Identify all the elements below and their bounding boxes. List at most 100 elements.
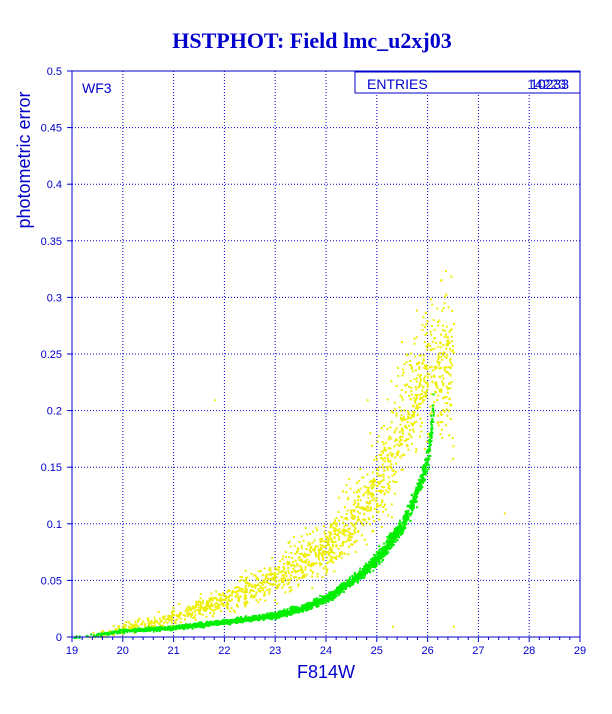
data-point bbox=[393, 445, 396, 448]
data-point bbox=[413, 342, 416, 345]
data-point bbox=[297, 583, 300, 586]
data-point bbox=[250, 583, 253, 586]
data-point bbox=[377, 482, 380, 485]
data-point bbox=[273, 578, 275, 581]
data-point bbox=[288, 561, 291, 564]
data-point bbox=[266, 613, 269, 616]
data-point bbox=[431, 431, 434, 434]
data-point bbox=[386, 457, 389, 460]
data-point bbox=[155, 619, 158, 622]
data-point bbox=[368, 509, 371, 512]
data-point bbox=[396, 526, 399, 529]
data-point bbox=[424, 367, 427, 370]
data-point bbox=[386, 468, 389, 471]
data-point bbox=[264, 599, 267, 602]
data-point bbox=[316, 575, 319, 578]
data-point bbox=[336, 529, 339, 532]
data-point bbox=[378, 563, 381, 566]
data-point bbox=[122, 623, 125, 626]
data-point bbox=[269, 569, 272, 572]
data-point bbox=[359, 487, 362, 490]
data-point bbox=[378, 474, 381, 477]
data-point bbox=[378, 454, 381, 456]
data-point bbox=[382, 548, 385, 551]
data-point bbox=[365, 564, 368, 567]
data-point bbox=[292, 536, 295, 538]
data-point bbox=[188, 608, 191, 611]
data-point bbox=[132, 625, 135, 628]
data-point bbox=[176, 615, 179, 617]
data-point bbox=[184, 624, 187, 626]
data-point bbox=[166, 626, 169, 629]
data-point bbox=[308, 563, 311, 566]
data-point bbox=[334, 595, 337, 598]
data-point bbox=[235, 595, 238, 598]
data-point bbox=[445, 270, 447, 273]
data-point bbox=[424, 375, 427, 378]
data-point bbox=[348, 576, 351, 579]
data-point bbox=[250, 595, 253, 598]
data-point bbox=[181, 625, 183, 628]
data-point bbox=[401, 396, 403, 399]
data-point bbox=[103, 635, 106, 638]
data-point bbox=[433, 328, 436, 331]
data-point bbox=[391, 453, 394, 456]
data-point bbox=[301, 570, 304, 572]
data-point bbox=[149, 627, 152, 630]
data-point bbox=[380, 553, 383, 556]
data-point bbox=[166, 617, 168, 620]
data-point bbox=[373, 508, 376, 510]
data-point bbox=[362, 524, 365, 527]
data-point bbox=[264, 574, 267, 577]
data-point bbox=[304, 605, 307, 608]
data-point bbox=[436, 307, 439, 310]
data-point bbox=[386, 546, 389, 549]
data-point bbox=[360, 571, 363, 574]
data-point bbox=[73, 637, 76, 639]
data-point bbox=[332, 597, 335, 600]
data-point bbox=[382, 490, 385, 493]
data-point bbox=[219, 598, 222, 601]
data-point bbox=[417, 482, 420, 485]
data-point bbox=[401, 427, 403, 430]
data-point bbox=[447, 343, 449, 346]
data-point bbox=[331, 596, 334, 598]
data-point bbox=[146, 629, 149, 632]
data-point bbox=[255, 584, 258, 587]
data-point bbox=[280, 612, 283, 615]
data-point bbox=[273, 583, 276, 586]
data-point bbox=[194, 610, 196, 613]
data-point bbox=[301, 609, 304, 612]
data-point bbox=[244, 615, 247, 618]
data-point bbox=[452, 457, 455, 460]
data-point bbox=[389, 538, 392, 541]
data-point bbox=[407, 416, 410, 419]
data-point bbox=[148, 624, 151, 627]
data-point bbox=[194, 619, 197, 621]
data-point bbox=[174, 622, 177, 625]
data-point bbox=[425, 451, 428, 454]
data-point bbox=[333, 533, 336, 535]
data-point bbox=[413, 505, 415, 508]
data-point bbox=[401, 468, 404, 471]
data-point bbox=[289, 545, 292, 548]
data-point bbox=[196, 623, 199, 626]
outlier-point bbox=[503, 512, 506, 515]
data-point bbox=[367, 517, 370, 520]
data-point bbox=[134, 630, 137, 633]
data-point bbox=[246, 616, 249, 619]
data-point bbox=[353, 491, 356, 494]
data-point bbox=[289, 610, 292, 612]
data-point bbox=[251, 585, 254, 588]
data-point bbox=[218, 607, 221, 610]
data-point bbox=[401, 532, 403, 535]
data-point bbox=[419, 376, 422, 379]
data-point bbox=[393, 473, 396, 476]
data-point bbox=[382, 551, 385, 554]
data-point bbox=[310, 564, 313, 567]
data-point bbox=[295, 607, 298, 610]
data-point bbox=[449, 357, 452, 360]
data-point bbox=[246, 601, 249, 604]
data-point bbox=[284, 591, 287, 594]
data-point bbox=[236, 619, 239, 622]
